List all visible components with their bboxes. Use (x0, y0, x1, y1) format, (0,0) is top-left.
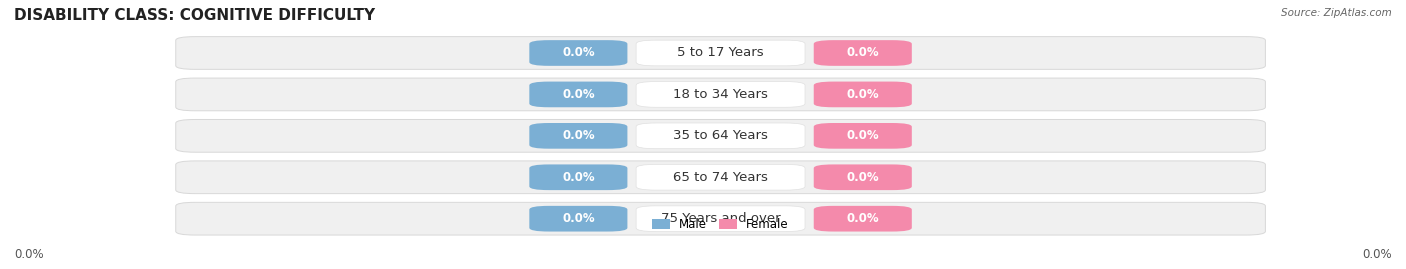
Text: 0.0%: 0.0% (562, 129, 595, 142)
Text: 5 to 17 Years: 5 to 17 Years (678, 47, 763, 59)
Text: 75 Years and over: 75 Years and over (661, 212, 780, 225)
FancyBboxPatch shape (636, 123, 806, 149)
Legend: Male, Female: Male, Female (648, 213, 793, 236)
Text: 0.0%: 0.0% (846, 171, 879, 184)
FancyBboxPatch shape (636, 82, 806, 107)
FancyBboxPatch shape (176, 37, 1265, 69)
Text: 0.0%: 0.0% (1362, 248, 1392, 261)
Text: DISABILITY CLASS: COGNITIVE DIFFICULTY: DISABILITY CLASS: COGNITIVE DIFFICULTY (14, 8, 375, 23)
Text: 0.0%: 0.0% (846, 88, 879, 101)
FancyBboxPatch shape (176, 78, 1265, 111)
Text: 0.0%: 0.0% (14, 248, 44, 261)
Text: 0.0%: 0.0% (846, 212, 879, 225)
FancyBboxPatch shape (636, 206, 806, 232)
FancyBboxPatch shape (814, 206, 912, 232)
Text: 35 to 64 Years: 35 to 64 Years (673, 129, 768, 142)
FancyBboxPatch shape (529, 40, 627, 66)
FancyBboxPatch shape (814, 123, 912, 149)
FancyBboxPatch shape (176, 161, 1265, 194)
FancyBboxPatch shape (529, 164, 627, 190)
FancyBboxPatch shape (814, 82, 912, 107)
Text: 65 to 74 Years: 65 to 74 Years (673, 171, 768, 184)
FancyBboxPatch shape (176, 202, 1265, 235)
FancyBboxPatch shape (176, 119, 1265, 152)
FancyBboxPatch shape (636, 164, 806, 190)
Text: 18 to 34 Years: 18 to 34 Years (673, 88, 768, 101)
Text: 0.0%: 0.0% (562, 212, 595, 225)
FancyBboxPatch shape (636, 40, 806, 66)
FancyBboxPatch shape (529, 206, 627, 232)
FancyBboxPatch shape (529, 82, 627, 107)
Text: 0.0%: 0.0% (562, 171, 595, 184)
Text: 0.0%: 0.0% (562, 47, 595, 59)
Text: Source: ZipAtlas.com: Source: ZipAtlas.com (1281, 8, 1392, 18)
FancyBboxPatch shape (814, 164, 912, 190)
Text: 0.0%: 0.0% (562, 88, 595, 101)
Text: 0.0%: 0.0% (846, 47, 879, 59)
FancyBboxPatch shape (529, 123, 627, 149)
FancyBboxPatch shape (814, 40, 912, 66)
Text: 0.0%: 0.0% (846, 129, 879, 142)
